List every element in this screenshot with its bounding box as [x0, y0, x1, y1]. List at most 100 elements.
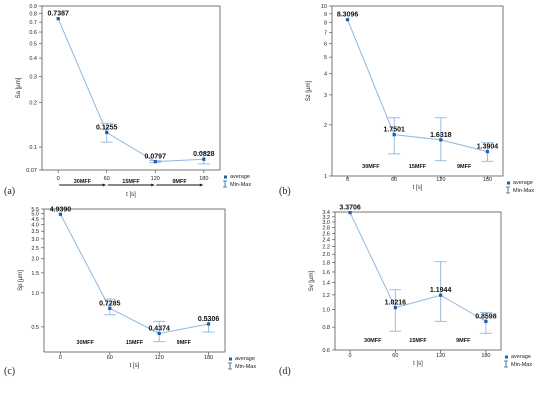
legend-marker-average — [507, 181, 510, 185]
x-tick-label: 120 — [436, 353, 445, 359]
y-tick-label: 3.5 — [31, 229, 39, 235]
y-tick-label: 10 — [321, 4, 327, 10]
data-point — [348, 211, 352, 215]
data-point — [108, 306, 112, 310]
series-line — [60, 214, 209, 334]
y-tick-label: 0.5 — [29, 42, 37, 48]
y-tick-label: 9 — [324, 12, 327, 18]
y-tick-label: 5.5 — [31, 207, 39, 213]
data-point — [105, 130, 109, 135]
x-axis-label: t [s] — [413, 185, 423, 191]
data-point — [206, 322, 211, 326]
y-axis-label: Sp [µm] — [18, 270, 24, 291]
chart-panel-b: 1 2 3 4 5 6 7 8 9 10 0 60 120 180 t [s] Sz [µm] 30MFF 15M… — [275, 0, 550, 204]
y-tick-label: 0.7 — [29, 20, 37, 26]
legend-label-average: average — [230, 174, 250, 180]
legend-marker-minmax — [504, 360, 508, 368]
data-label: 0.5306 — [198, 316, 220, 323]
x-tick-label: 60 — [104, 176, 110, 182]
y-axis-label: Sz [µm] — [306, 80, 312, 101]
data-label: 8.3096 — [337, 12, 359, 19]
plot-frame — [43, 208, 226, 353]
y-tick-label: 1.0 — [31, 291, 39, 297]
data-label: 0.8598 — [475, 313, 497, 320]
plot-frame — [331, 5, 504, 177]
data-label: 0.7285 — [99, 300, 121, 307]
y-tick-label: 2.6 — [322, 231, 330, 237]
legend-label-minmax: Min-Max — [230, 182, 251, 188]
series-line — [347, 19, 488, 153]
stage-label: 9MFF — [456, 338, 471, 344]
data-label: 1.3904 — [477, 144, 499, 151]
legend-label-minmax: Min-Max — [235, 364, 256, 370]
y-tick-label: 1.6 — [322, 270, 330, 276]
x-tick-label: 0 — [349, 353, 352, 359]
plot-frame — [334, 211, 502, 351]
data-label: 1.0216 — [385, 300, 407, 307]
data-label: 0.7387 — [47, 11, 69, 18]
y-tick-label: 2.2 — [322, 245, 330, 251]
y-tick-label: 0.3 — [29, 75, 37, 81]
y-tick-label: 1.8 — [322, 261, 330, 267]
panel-label: (d) — [279, 366, 291, 377]
x-tick-label: 180 — [199, 176, 208, 182]
y-tick-label: 4.0 — [31, 223, 39, 229]
y-tick-label: 4.5 — [31, 217, 39, 223]
chart-panel-a: 0.07 0.1 0.2 0.3 0.4 0.5 0.6 0.7 0.8 0.9 0 60 120 180… — [0, 0, 275, 204]
y-tick-label: 0.9 — [29, 4, 37, 10]
y-tick-label: 0.07 — [26, 168, 37, 174]
stage-label: 15MFF — [409, 338, 427, 344]
y-tick-label: 2.0 — [31, 257, 39, 263]
x-axis-label: t [s] — [130, 363, 140, 369]
y-axis-label: Sa [µm] — [16, 77, 22, 98]
stage-label: 30MFF — [362, 164, 380, 170]
legend-marker-minmax — [223, 180, 227, 188]
y-tick-label: 3.0 — [322, 220, 330, 226]
panel-label: (b) — [279, 186, 291, 197]
panel-label: (c) — [4, 366, 16, 377]
x-axis-label: t [s] — [126, 192, 136, 198]
plot-frame — [41, 5, 221, 171]
legend-marker-minmax — [506, 186, 510, 194]
x-tick-label: 0 — [59, 355, 62, 361]
y-tick-label: 0.6 — [322, 348, 330, 354]
y-tick-label: 0.6 — [29, 30, 37, 36]
data-label: 1.1944 — [430, 287, 452, 294]
y-tick-label: 1 — [324, 174, 327, 180]
y-tick-label: 3.0 — [31, 237, 39, 243]
data-label: 3.3706 — [339, 205, 361, 212]
y-tick-label: 2.0 — [322, 252, 330, 258]
y-tick-label: 0.5 — [31, 325, 39, 331]
y-tick-label: 8 — [324, 20, 327, 26]
x-tick-label: 0 — [57, 176, 60, 182]
y-tick-label: 0.4 — [29, 56, 37, 62]
y-tick-label: 0.1 — [29, 145, 37, 151]
chart-panel-d: 0.6 0.8 1.0 1.2 1.4 1.6 1.8 2.0 2.2 2.4 2.6 2.8 3.0 3… — [275, 204, 550, 408]
data-point — [393, 306, 397, 310]
series-line — [57, 18, 204, 163]
stage-arrowhead — [102, 183, 106, 187]
y-tick-label: 3 — [324, 93, 327, 99]
data-point — [153, 160, 157, 164]
legend-label-minmax: Min-Max — [511, 362, 532, 368]
y-tick-label: 1.2 — [322, 293, 330, 299]
legend-marker-average — [229, 357, 232, 361]
y-tick-label: 3.2 — [322, 215, 330, 221]
data-label: 0.0828 — [193, 151, 215, 158]
x-tick-label: 0 — [346, 177, 349, 183]
legend-label-average: average — [511, 354, 531, 360]
y-tick-label: 2 — [324, 123, 327, 129]
stage-arrowhead — [151, 183, 155, 187]
y-tick-label: 0.2 — [29, 101, 37, 107]
y-tick-label: 1.5 — [31, 271, 39, 277]
chart-panel-c: 0.5 1.0 1.5 2.0 2.5 3.0 3.5 4.0 4.5 5.0 5.5 0 60 120 1… — [0, 204, 275, 408]
series-line — [349, 212, 487, 322]
y-tick-label: 1.0 — [322, 307, 330, 313]
legend-marker-average — [224, 175, 227, 179]
legend-label-minmax: Min-Max — [513, 188, 534, 194]
data-point — [345, 18, 350, 22]
x-tick-label: 120 — [155, 355, 164, 361]
data-point — [439, 293, 443, 297]
x-tick-label: 180 — [481, 353, 490, 359]
chart-svg-c: 0.5 1.0 1.5 2.0 2.5 3.0 3.54.04.55.05.5 0 60 120 1… — [18, 206, 256, 370]
